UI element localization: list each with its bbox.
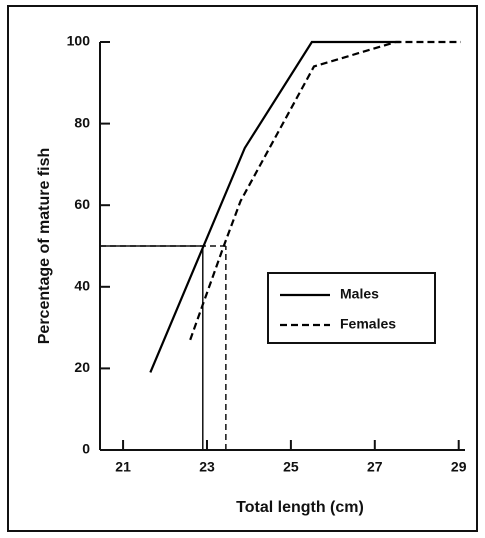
- y-tick-label: 100: [67, 33, 91, 49]
- x-tick-label: 21: [115, 459, 131, 475]
- x-tick-label: 27: [367, 459, 383, 475]
- x-tick-label: 29: [451, 459, 467, 475]
- y-tick-label: 0: [82, 441, 90, 457]
- y-tick-label: 20: [74, 359, 90, 375]
- series-line: [189, 40, 461, 341]
- y-tick-label: 80: [74, 114, 90, 130]
- x-tick-label: 23: [199, 459, 215, 475]
- legend-label: Females: [340, 316, 396, 332]
- y-tick-label: 60: [74, 196, 90, 212]
- x-axis-label: Total length (cm): [236, 499, 364, 516]
- series-line: [149, 40, 400, 373]
- legend-box: [267, 272, 436, 344]
- y-axis-label: Percentage of mature fish: [36, 148, 53, 345]
- legend-label: Males: [340, 286, 379, 302]
- frame: [7, 5, 478, 532]
- y-tick-label: 40: [74, 278, 90, 294]
- x-tick-label: 25: [283, 459, 299, 475]
